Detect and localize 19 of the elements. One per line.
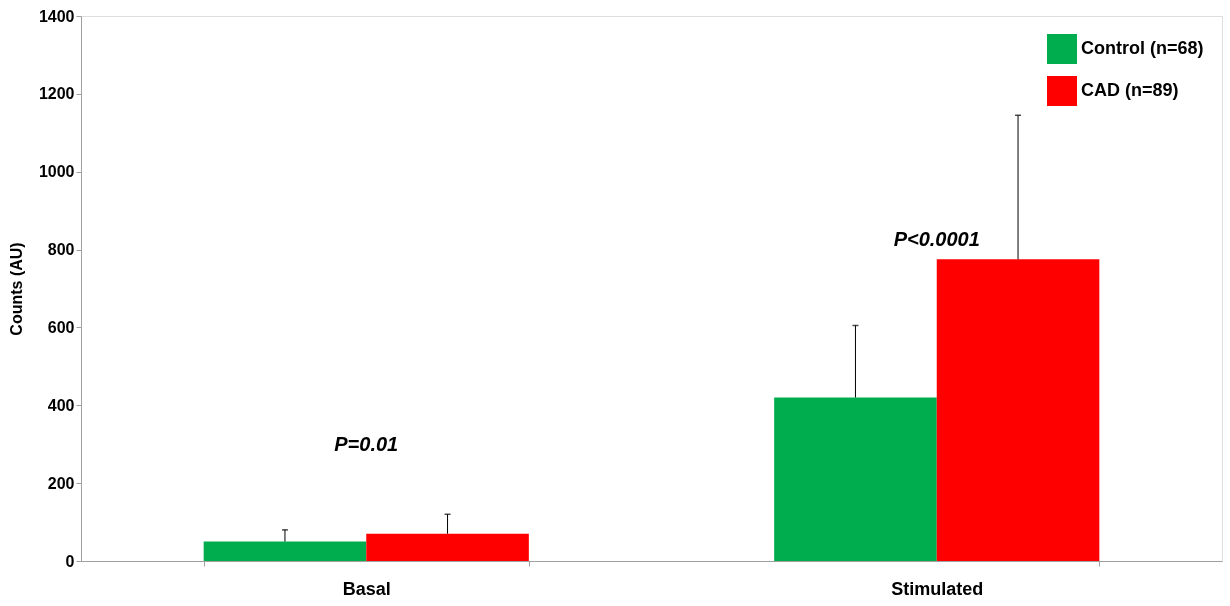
annotation: P<0.0001 <box>893 228 980 251</box>
x-tick-label: Stimulated <box>891 578 984 599</box>
bar <box>366 533 529 561</box>
y-axis-title: Counts (AU) <box>7 242 25 336</box>
y-tick-label: 1000 <box>38 163 75 181</box>
y-tick-label: 1400 <box>38 7 75 25</box>
annotation: P=0.01 <box>334 432 399 455</box>
y-tick-label: 400 <box>47 396 75 414</box>
y-tick-label: 1200 <box>38 85 75 103</box>
y-tick-label: 600 <box>47 318 75 336</box>
bar <box>936 259 1100 561</box>
x-tick-label: Basal <box>342 578 391 599</box>
y-tick-label: 200 <box>47 474 75 492</box>
y-tick-label: 0 <box>65 552 75 570</box>
bar <box>203 541 367 561</box>
legend-label: CAD (n=89) <box>1081 80 1179 100</box>
legend-label: Control (n=68) <box>1081 38 1204 58</box>
bar <box>774 397 937 561</box>
y-tick-label: 800 <box>47 241 75 259</box>
